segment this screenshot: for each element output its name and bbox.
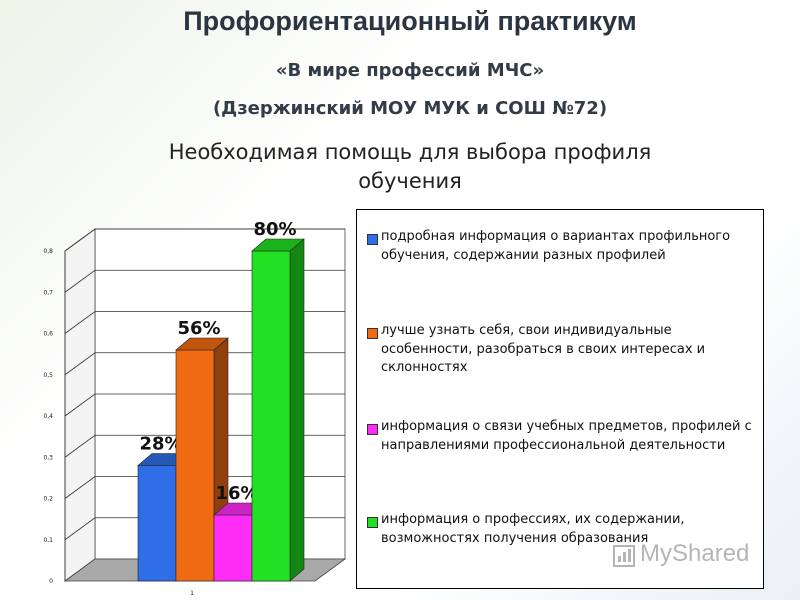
gridline — [64, 228, 345, 252]
subtitle-schools: (Дзержинский МОУ МУК и СОШ №72) — [212, 98, 608, 119]
y-tick-label: 0,5 — [43, 372, 53, 379]
legend-label-3: информация о связи учебных предметов, пр… — [381, 419, 752, 453]
watermark-text: MyShared — [640, 540, 750, 567]
bar-3 — [213, 514, 253, 582]
y-tick-label: 0,3 — [43, 454, 53, 461]
bar-side-4 — [289, 238, 305, 582]
watermark: MyShared — [612, 538, 772, 572]
legend-swatch-1 — [367, 234, 378, 245]
bar-1 — [137, 465, 177, 582]
y-tick-label: 0,2 — [43, 496, 53, 503]
legend-label-1: подробная информация о вариантах профиль… — [381, 229, 731, 263]
y-tick-label: 0,6 — [43, 331, 53, 338]
data-label-2: 56% — [177, 318, 220, 339]
chart-legend: подробная информация о вариантах профиль… — [356, 209, 764, 589]
page-title: Профориентационный практикум — [183, 6, 637, 36]
bar-top-4 — [251, 238, 305, 252]
bar-top-2 — [175, 337, 229, 351]
data-label-1: 28% — [139, 434, 182, 455]
legend-swatch-3 — [367, 424, 378, 435]
x-tick-label: 1 — [190, 590, 194, 597]
bar-4 — [251, 250, 291, 582]
chart-title-line1: Необходимая помощь для выбора профиля — [168, 140, 652, 164]
y-tick-label: 0,1 — [43, 537, 53, 544]
bar-2 — [175, 349, 215, 582]
legend-swatch-4 — [367, 517, 378, 528]
chart-title-line2: обучения — [358, 169, 462, 193]
watermark-logo-icon — [613, 545, 635, 567]
legend-swatch-2 — [367, 328, 378, 339]
legend-label-2: лучше узнать себя, свои индивидуальные о… — [381, 323, 706, 375]
data-label-4: 80% — [253, 219, 296, 240]
subtitle-project: «В мире профессий МЧС» — [275, 60, 545, 81]
y-tick-label: 0 — [49, 578, 53, 585]
y-tick-label: 0,8 — [43, 248, 53, 255]
y-tick-label: 0,4 — [43, 413, 53, 420]
legend-label-4: информация о профессиях, их содержании, … — [381, 512, 685, 546]
chart-title: Необходимая помощь для выбора профиля об… — [130, 138, 690, 196]
y-tick-label: 0,7 — [43, 289, 53, 296]
data-label-3: 16% — [215, 483, 258, 504]
